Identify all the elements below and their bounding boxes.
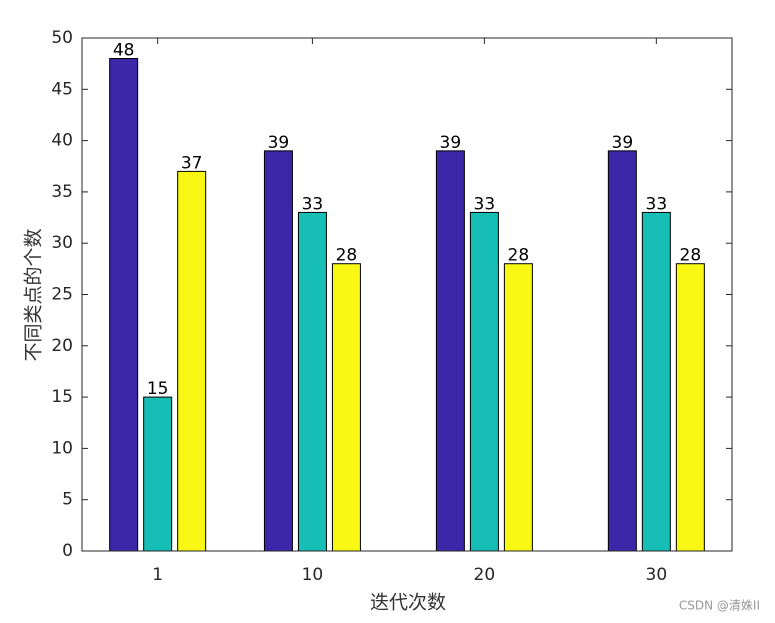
value-label: 28 xyxy=(680,246,702,266)
x-tick-label: 30 xyxy=(646,565,668,585)
bar xyxy=(109,58,139,552)
value-label: 39 xyxy=(440,133,462,153)
value-label: 39 xyxy=(268,133,290,153)
y-tick-label: 45 xyxy=(51,79,73,99)
value-label: 48 xyxy=(113,41,135,61)
bar xyxy=(469,211,499,552)
value-label: 33 xyxy=(646,194,668,214)
y-tick-label: 15 xyxy=(51,387,73,407)
axes-box xyxy=(81,37,733,552)
value-label: 33 xyxy=(474,194,496,214)
y-tick-label: 35 xyxy=(51,182,73,202)
bar xyxy=(607,150,637,552)
y-tick-label: 50 xyxy=(51,28,73,48)
y-tick-label: 25 xyxy=(51,285,73,305)
x-tick-label: 1 xyxy=(152,565,163,585)
y-tick-label: 10 xyxy=(51,438,73,458)
bar xyxy=(675,263,705,552)
y-tick-label: 30 xyxy=(51,233,73,253)
y-tick-label: 20 xyxy=(51,336,73,356)
bar xyxy=(641,211,671,552)
value-label: 37 xyxy=(181,153,203,173)
value-label: 15 xyxy=(147,379,169,399)
bar xyxy=(177,170,207,552)
x-tick-label: 10 xyxy=(302,565,324,585)
y-axis-label: 不同类点的个数 xyxy=(23,228,45,361)
bar xyxy=(297,211,327,552)
value-label: 39 xyxy=(612,133,634,153)
bar xyxy=(263,150,293,552)
bar xyxy=(143,396,173,552)
bar xyxy=(503,263,533,552)
value-label: 28 xyxy=(508,246,530,266)
y-tick-label: 0 xyxy=(62,541,73,561)
x-tick-label: 20 xyxy=(474,565,496,585)
y-tick-label: 5 xyxy=(62,490,73,510)
bar xyxy=(331,263,361,552)
y-tick-label: 40 xyxy=(51,131,73,151)
value-label: 28 xyxy=(336,246,358,266)
value-label: 33 xyxy=(302,194,324,214)
bar xyxy=(435,150,465,552)
watermark: CSDN @清姝II xyxy=(679,598,760,613)
x-axis-label: 迭代次数 xyxy=(370,592,446,614)
